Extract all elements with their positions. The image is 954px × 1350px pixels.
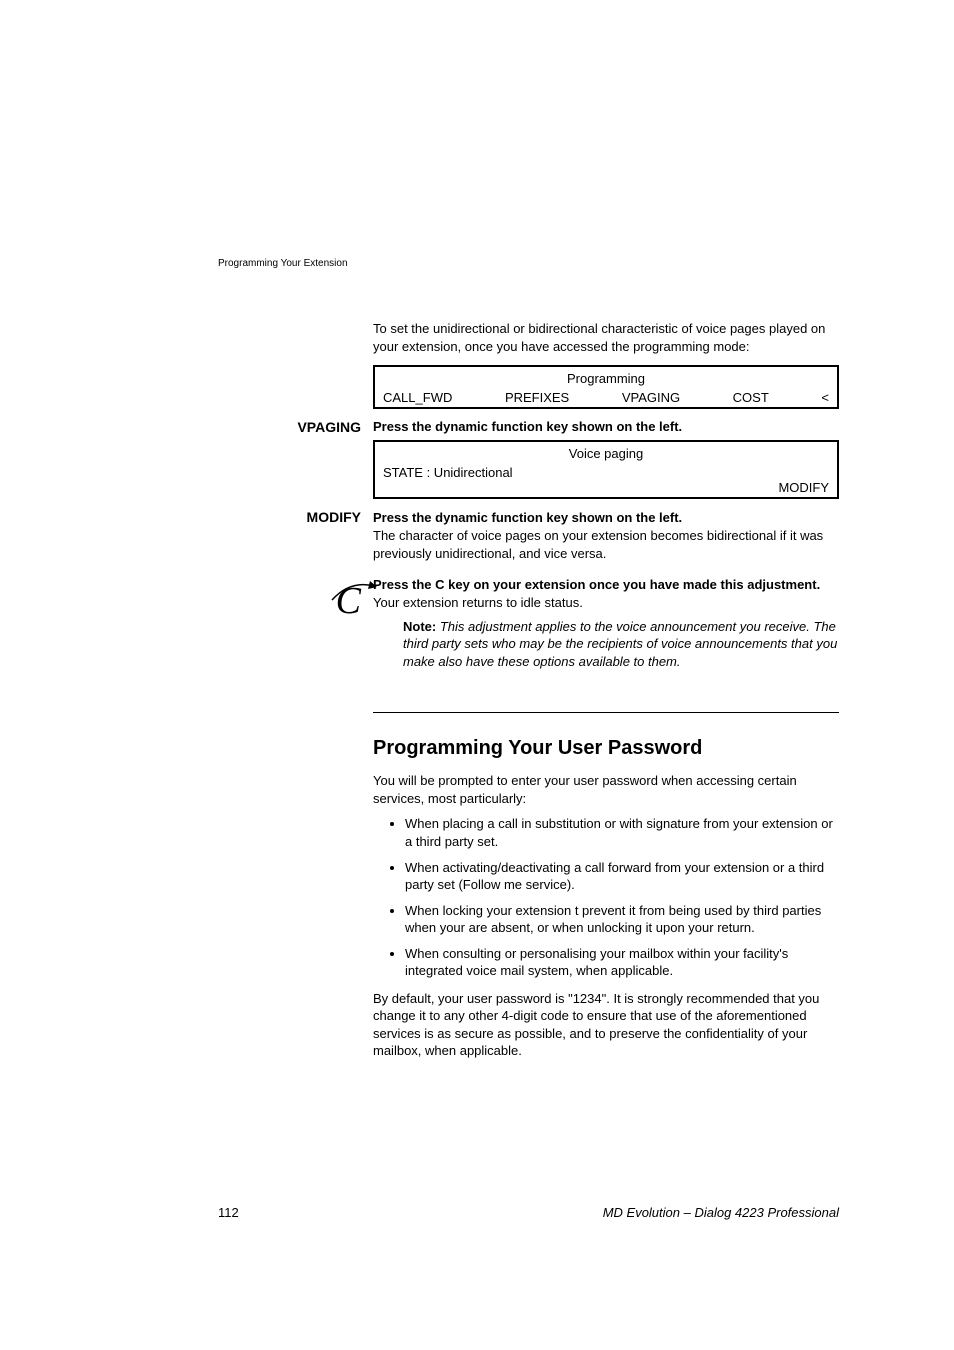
footer: 112 MD Evolution – Dialog 4223 Professio…: [218, 1205, 839, 1220]
step-ckey-right: Press the C key on your extension once y…: [373, 576, 839, 690]
bullet-item: When locking your extension t prevent it…: [405, 902, 839, 937]
step-modify-body: The character of voice pages on your ext…: [373, 527, 839, 562]
step-vpaging-row: VPAGING Press the dynamic function key s…: [218, 419, 839, 509]
c-key-icon: C: [336, 580, 361, 622]
note-label: Note:: [403, 619, 436, 634]
step-ckey-label-col: C: [218, 576, 373, 620]
step-vpaging-instruction: Press the dynamic function key shown on …: [373, 419, 839, 434]
step-modify-right: Press the dynamic function key shown on …: [373, 509, 839, 572]
c-key-swoosh-icon: [330, 576, 380, 610]
bullet-item: When activating/deactivating a call forw…: [405, 859, 839, 894]
note-text: This adjustment applies to the voice ann…: [403, 619, 837, 669]
display-voicepaging-modify: MODIFY: [383, 480, 829, 495]
menu-item-vpaging: VPAGING: [622, 390, 680, 405]
intro-text: To set the unidirectional or bidirection…: [373, 320, 839, 355]
section-right: Programming Your User Password You will …: [373, 690, 839, 1068]
section-outro: By default, your user password is "1234"…: [373, 990, 839, 1060]
running-header: Programming Your Extension: [218, 258, 348, 269]
menu-item-callfwd: CALL_FWD: [383, 390, 452, 405]
content-area: To set the unidirectional or bidirection…: [218, 320, 839, 1068]
menu-item-cost: COST: [733, 390, 769, 405]
menu-item-scroll: <: [821, 390, 829, 405]
footer-product: MD Evolution – Dialog 4223 Professional: [603, 1205, 839, 1220]
bullet-item: When placing a call in substitution or w…: [405, 815, 839, 850]
step-ckey-row: C Press the C key on your extension once…: [218, 576, 839, 690]
step-modify-label: MODIFY: [307, 509, 361, 525]
page: Programming Your Extension To set the un…: [0, 0, 954, 1350]
display-programming: Programming CALL_FWD PREFIXES VPAGING CO…: [373, 365, 839, 409]
step-vpaging-label-col: VPAGING: [218, 419, 373, 437]
step-modify-instruction: Press the dynamic function key shown on …: [373, 510, 682, 525]
display-voicepaging-state: STATE : Unidirectional: [383, 465, 829, 480]
intro-right: To set the unidirectional or bidirection…: [373, 320, 839, 419]
bullet-item: When consulting or personalising your ma…: [405, 945, 839, 980]
step-modify-label-col: MODIFY: [218, 509, 373, 527]
step-vpaging-label: VPAGING: [297, 419, 361, 435]
display-voicepaging-title: Voice paging: [383, 446, 829, 461]
section-row: Programming Your User Password You will …: [218, 690, 839, 1068]
display-programming-title: Programming: [383, 371, 829, 386]
note-block: Note: This adjustment applies to the voi…: [403, 618, 839, 671]
step-vpaging-right: Press the dynamic function key shown on …: [373, 419, 839, 509]
section-heading: Programming Your User Password: [373, 737, 839, 760]
bullet-list: When placing a call in substitution or w…: [373, 815, 839, 979]
step-ckey-body: Your extension returns to idle status.: [373, 594, 839, 612]
step-ckey-instruction: Press the C key on your extension once y…: [373, 577, 820, 592]
section-divider: [373, 712, 839, 713]
step-modify-row: MODIFY Press the dynamic function key sh…: [218, 509, 839, 572]
menu-item-prefixes: PREFIXES: [505, 390, 569, 405]
display-voicepaging: Voice paging STATE : Unidirectional MODI…: [373, 440, 839, 499]
intro-row: To set the unidirectional or bidirection…: [218, 320, 839, 419]
display-programming-menu: CALL_FWD PREFIXES VPAGING COST <: [383, 390, 829, 405]
section-intro: You will be prompted to enter your user …: [373, 772, 839, 807]
page-number: 112: [218, 1205, 239, 1220]
